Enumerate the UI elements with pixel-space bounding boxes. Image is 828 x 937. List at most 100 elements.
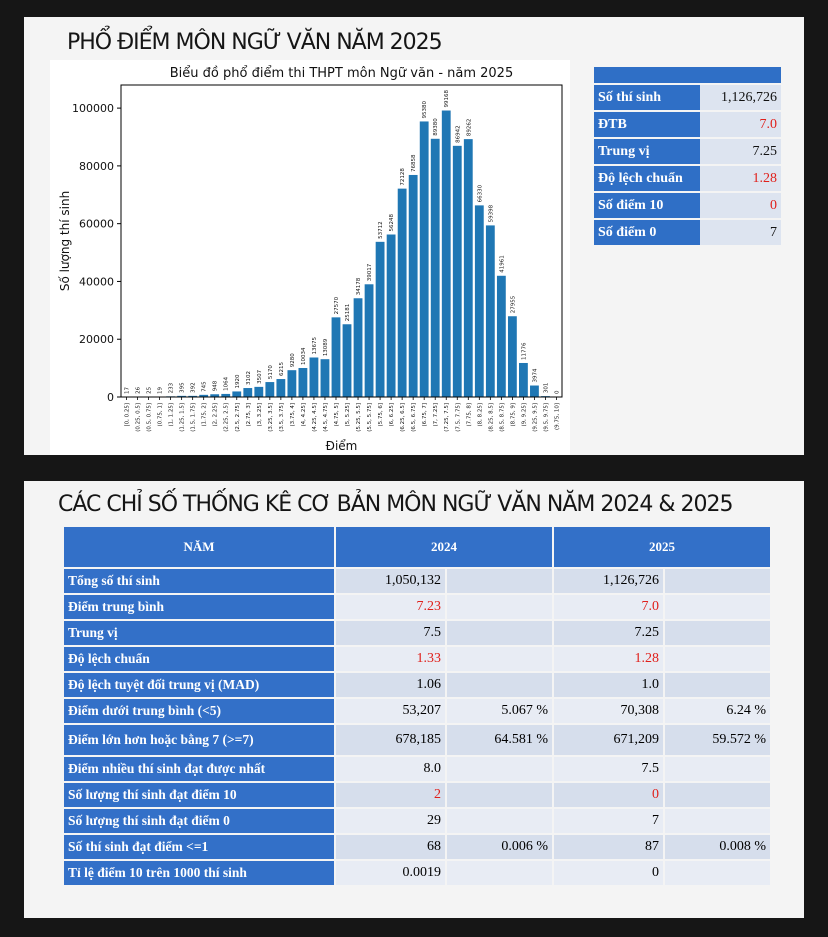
bar-value-label: 41961 — [499, 255, 505, 273]
histogram-bar — [474, 205, 484, 397]
summary-label: Trung vị — [594, 139, 700, 164]
percent-2025 — [664, 569, 770, 593]
bar-value-label: 27955 — [510, 295, 516, 313]
histogram-bar — [397, 188, 407, 397]
row-label: Trung vị — [64, 621, 334, 645]
bar-value-label: 948 — [213, 380, 219, 391]
percent-2024 — [446, 595, 552, 619]
slide-title: PHỔ ĐIỂM MÔN NGỮ VĂN NĂM 2025 — [67, 30, 443, 55]
bar-value-label: 233 — [169, 382, 175, 393]
histogram-bar — [386, 234, 396, 397]
statistics-slide: CÁC CHỈ SỐ THỐNG KÊ CƠ BẢN MÔN NGỮ VĂN N… — [24, 481, 804, 918]
bar-value-label: 19 — [158, 386, 164, 393]
value-2024: 7.5 — [336, 621, 445, 645]
row-label: Tổng số thí sinh — [64, 569, 334, 593]
value-2025: 0 — [553, 861, 663, 885]
percent-2024 — [446, 757, 552, 781]
value-2024: 1.06 — [336, 673, 445, 697]
value-2024: 68 — [336, 835, 445, 859]
bar-value-label: 13089 — [323, 338, 329, 356]
percent-2024 — [446, 861, 552, 885]
x-tick-label: (9.5, 9.75] — [543, 403, 549, 432]
row-label: Số lượng thí sinh đạt điểm 0 — [64, 809, 334, 833]
bar-value-label: 1920 — [235, 374, 241, 388]
row-label: Số thí sinh đạt điểm <=1 — [64, 835, 334, 859]
y-tick-label: 60000 — [79, 218, 114, 231]
chart-title: Biểu đồ phổ điểm thi THPT môn Ngữ văn - … — [170, 66, 513, 81]
percent-2024: 64.581 % — [446, 725, 552, 755]
bar-value-label: 3974 — [532, 368, 538, 382]
table-row: Điểm lớn hơn hoặc bằng 7 (>=7) 678,185 64.… — [64, 725, 770, 755]
histogram-bar — [441, 110, 451, 398]
histogram-bar — [463, 139, 473, 397]
summary-row: Số thí sinh 1,126,726 — [594, 85, 781, 110]
row-label: Điểm trung bình — [64, 595, 334, 619]
bar-value-label: 3102 — [246, 371, 252, 385]
x-tick-label: (7.75, 8] — [466, 403, 472, 427]
row-label: Tỉ lệ điểm 10 trên 1000 thí sinh — [64, 861, 334, 885]
histogram-bar — [232, 391, 242, 397]
percent-2025 — [664, 809, 770, 833]
histogram-bar — [298, 368, 308, 397]
histogram-bar — [430, 138, 440, 397]
row-label: Số lượng thí sinh đạt điểm 10 — [64, 783, 334, 807]
bar-value-label: 25181 — [345, 304, 351, 322]
histogram-bar — [353, 298, 363, 397]
table-row: Điểm trung bình 7.23 7.0 — [64, 595, 770, 619]
summary-label: Số điểm 10 — [594, 193, 700, 218]
histogram-bar — [496, 275, 506, 397]
histogram-bar — [265, 382, 275, 397]
summary-value: 1.28 — [700, 166, 781, 191]
percent-2024 — [446, 809, 552, 833]
bar-value-label: 66330 — [477, 184, 483, 202]
histogram-chart: Biểu đồ phổ điểm thi THPT môn Ngữ văn - … — [50, 60, 570, 455]
value-2025: 70,308 — [553, 699, 663, 723]
slide-title: CÁC CHỈ SỐ THỐNG KÊ CƠ BẢN MÔN NGỮ VĂN N… — [58, 492, 733, 517]
value-2025: 671,209 — [553, 725, 663, 755]
bar-value-label: 53712 — [378, 221, 384, 239]
bar-value-label: 3507 — [257, 369, 263, 383]
bar-value-label: 1064 — [224, 376, 230, 390]
bar-value-label: 89262 — [466, 119, 472, 137]
table-row: Độ lệch tuyệt đối trung vị (MAD) 1.06 1.0 — [64, 673, 770, 697]
histogram-bar — [419, 121, 429, 398]
value-2024: 8.0 — [336, 757, 445, 781]
bar-value-label: 5170 — [268, 365, 274, 379]
bar-value-label: 301 — [543, 383, 549, 394]
x-tick-label: (7.5, 7.75] — [455, 403, 461, 432]
summary-label: Độ lệch chuẩn — [594, 166, 700, 191]
summary-value: 1,126,726 — [700, 85, 781, 110]
histogram-bar — [199, 394, 209, 397]
x-tick-label: (8, 8.25] — [477, 403, 483, 427]
x-tick-label: (9.25, 9.5] — [532, 403, 538, 432]
y-axis-label: Số lượng thí sinh — [58, 191, 72, 291]
value-2024: 0.0019 — [336, 861, 445, 885]
x-tick-label: (1.25, 1.5] — [180, 403, 186, 432]
percent-2025: 0.008 % — [664, 835, 770, 859]
bar-value-label: 25 — [147, 386, 153, 393]
x-tick-label: (8.75, 9] — [510, 403, 516, 427]
summary-header-cell — [594, 67, 700, 83]
percent-2025 — [664, 673, 770, 697]
histogram-bar — [254, 386, 264, 397]
bar-value-label: 0 — [554, 390, 560, 394]
bar-value-label: 39017 — [367, 263, 373, 281]
value-2024: 1,050,132 — [336, 569, 445, 593]
summary-label: Số thí sinh — [594, 85, 700, 110]
header-2024: 2024 — [336, 527, 552, 567]
chart-canvas: Biểu đồ phổ điểm thi THPT môn Ngữ văn - … — [58, 66, 563, 453]
x-tick-label: (7.25, 7.5] — [444, 403, 450, 432]
x-tick-label: (0.75, 1] — [158, 403, 164, 427]
percent-2024: 0.006 % — [446, 835, 552, 859]
value-2024: 2 — [336, 783, 445, 807]
summary-label: ĐTB — [594, 112, 700, 137]
x-tick-label: (7, 7.25] — [433, 403, 439, 427]
summary-table: Số thí sinh 1,126,726 ĐTB 7.0 Trung vị 7.25 Độ… — [594, 65, 781, 247]
bar-value-label: 76858 — [411, 154, 417, 172]
x-tick-label: (1.75, 2] — [202, 403, 208, 427]
header-year: NĂM — [64, 527, 334, 567]
x-tick-label: (8.25, 8.5] — [488, 403, 494, 432]
value-2025: 0 — [553, 783, 663, 807]
value-2025: 7 — [553, 809, 663, 833]
